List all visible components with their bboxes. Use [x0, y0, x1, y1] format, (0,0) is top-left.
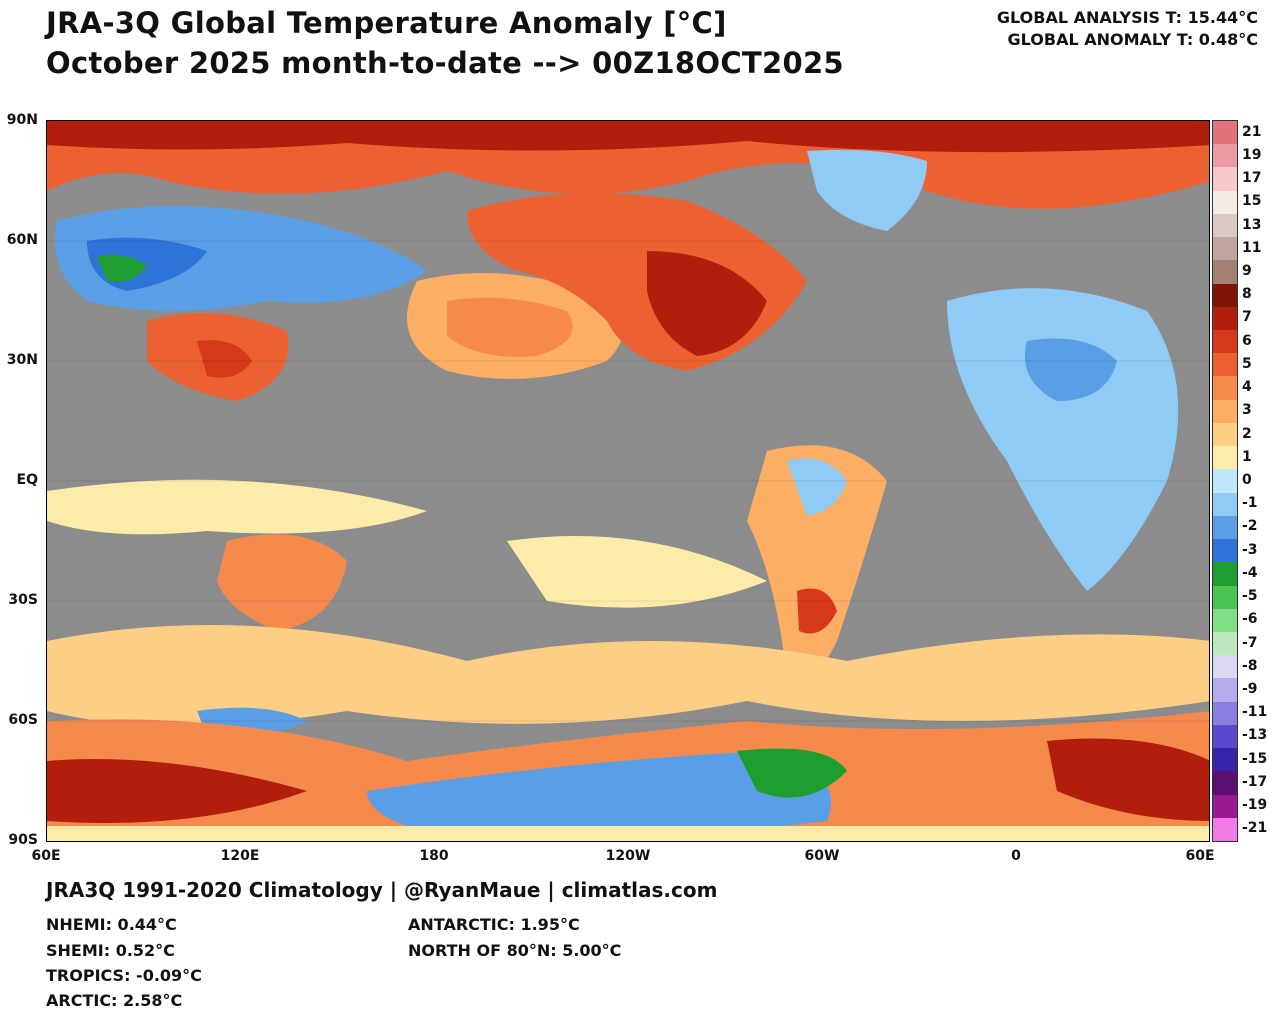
color-scale-label: 2 [1242, 425, 1252, 442]
color-scale-label: -5 [1242, 588, 1258, 605]
color-scale-label: -17 [1242, 773, 1268, 790]
color-scale-label: -6 [1242, 611, 1258, 628]
color-scale-segment [1213, 492, 1237, 517]
color-scale-segment [1213, 608, 1237, 633]
global-anomaly-value: GLOBAL ANOMALY T: 0.48°C [1007, 30, 1258, 49]
color-scale-segment [1213, 144, 1237, 168]
color-scale-segment [1213, 539, 1237, 563]
color-scale-label: -13 [1242, 727, 1268, 744]
color-scale-segment [1213, 213, 1237, 238]
color-scale-segment [1213, 283, 1237, 308]
color-scale-label: -4 [1242, 564, 1258, 581]
lat-label-60n: 60N [6, 232, 38, 248]
color-scale-label: 7 [1242, 309, 1252, 326]
map-canvas [47, 121, 1209, 841]
color-scale-segment [1213, 771, 1237, 796]
color-scale-label: -21 [1242, 820, 1268, 837]
color-scale-label: -2 [1242, 518, 1258, 535]
arctic-stat: ARCTIC: 2.58°C [46, 991, 183, 1010]
color-scale-label: -19 [1242, 797, 1268, 814]
color-scale-segment [1213, 631, 1237, 656]
color-scale-segment [1213, 701, 1237, 726]
color-scale-label: -11 [1242, 704, 1268, 721]
color-scale-label: -3 [1242, 541, 1258, 558]
color-scale-label: 1 [1242, 448, 1252, 465]
lon-label-60e: 60E [31, 848, 61, 864]
lon-label-180: 180 [419, 848, 449, 864]
antarctic-stat: ANTARCTIC: 1.95°C [408, 915, 580, 934]
color-scale-label: 17 [1242, 170, 1262, 187]
color-scale-label: 9 [1242, 262, 1252, 279]
color-scale-segment [1213, 260, 1237, 285]
color-scale-label: 4 [1242, 379, 1252, 396]
color-scale-label: 6 [1242, 332, 1252, 349]
color-scale-segment [1213, 748, 1237, 772]
source-credit: JRA3Q 1991-2020 Climatology | @RyanMaue … [46, 878, 718, 902]
color-scale-label: -15 [1242, 750, 1268, 767]
lat-label-eq: EQ [16, 472, 38, 488]
temperature-anomaly-map [46, 120, 1210, 842]
lat-label-90s: 90S [8, 832, 38, 848]
color-scale-segment [1213, 515, 1237, 540]
lat-label-30s: 30S [8, 592, 38, 608]
tropics-stat: TROPICS: -0.09°C [46, 966, 202, 985]
color-scale-segment [1213, 817, 1237, 842]
color-scale-label: 8 [1242, 286, 1252, 303]
lon-label-120e: 120E [220, 848, 260, 864]
shemi-stat: SHEMI: 0.52°C [46, 941, 175, 960]
color-scale-segment [1213, 585, 1237, 610]
color-scale-segment [1213, 446, 1237, 470]
color-scale-segment [1213, 469, 1237, 494]
color-scale-segment [1213, 794, 1237, 819]
color-scale-segment [1213, 237, 1237, 261]
global-analysis-value: GLOBAL ANALYSIS T: 15.44°C [996, 8, 1258, 27]
color-scale-label: 5 [1242, 355, 1252, 372]
color-scale-segment [1213, 190, 1237, 215]
lon-label-0: 0 [1011, 848, 1021, 864]
lon-label-120w: 120W [605, 848, 651, 864]
lat-label-30n: 30N [6, 352, 38, 368]
color-scale-label: 21 [1242, 123, 1262, 140]
map-title: JRA-3Q Global Temperature Anomaly [°C] [46, 6, 727, 40]
color-scale-segment [1213, 655, 1237, 679]
color-scale-segment [1213, 399, 1237, 424]
color-scale-segment [1213, 422, 1237, 447]
color-scale-label: 13 [1242, 216, 1262, 233]
color-scale-label: -1 [1242, 495, 1258, 512]
color-scale-segment [1213, 678, 1237, 703]
color-scale-label: 15 [1242, 193, 1262, 210]
color-scale-label: 0 [1242, 472, 1252, 488]
color-scale-label: -9 [1242, 681, 1258, 698]
color-scale-label: -8 [1242, 657, 1258, 674]
color-scale-label: 11 [1242, 239, 1262, 256]
color-scale-segment [1213, 121, 1237, 145]
color-scale-segment [1213, 353, 1237, 377]
color-scale-segment [1213, 330, 1237, 354]
lat-label-60s: 60S [8, 712, 38, 728]
lat-label-90n: 90N [6, 112, 38, 128]
color-scale-segment [1213, 306, 1237, 331]
color-scale-bar [1212, 120, 1238, 842]
nhemi-stat: NHEMI: 0.44°C [46, 915, 177, 934]
color-scale-label: -7 [1242, 634, 1258, 651]
color-scale-segment [1213, 376, 1237, 401]
color-scale-segment [1213, 724, 1237, 749]
color-scale-segment [1213, 167, 1237, 192]
color-scale-label: 19 [1242, 146, 1262, 163]
north-of-80-stat: NORTH OF 80°N: 5.00°C [408, 941, 622, 960]
color-scale-segment [1213, 562, 1237, 586]
lon-label-60w: 60W [804, 848, 840, 864]
map-subtitle: October 2025 month-to-date --> 00Z18OCT2… [46, 46, 844, 80]
lon-label-60e-right: 60E [1185, 848, 1215, 864]
color-scale-label: 3 [1242, 402, 1252, 419]
